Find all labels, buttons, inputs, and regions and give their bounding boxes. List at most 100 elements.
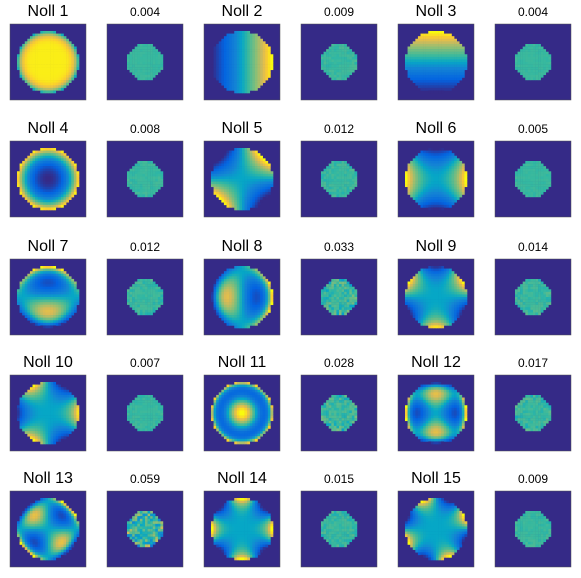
pixel xyxy=(336,67,340,70)
pixel xyxy=(525,184,529,187)
pixel xyxy=(63,302,67,306)
pixel xyxy=(446,85,450,89)
pixel xyxy=(262,194,266,198)
pixel xyxy=(29,160,33,164)
pixel xyxy=(150,46,153,50)
pixel xyxy=(239,67,243,71)
pixel xyxy=(428,207,432,211)
pixel xyxy=(213,166,217,169)
pixel xyxy=(349,168,353,172)
pixel xyxy=(249,158,253,162)
pixel xyxy=(464,176,468,180)
pixel xyxy=(257,59,261,63)
pixel xyxy=(262,307,266,311)
pixel xyxy=(53,276,57,280)
pixel xyxy=(436,268,439,272)
pixel xyxy=(213,168,217,172)
pixel xyxy=(254,64,258,68)
pixel xyxy=(35,33,38,37)
pixel xyxy=(265,186,269,190)
pixel xyxy=(252,82,256,86)
pixel xyxy=(234,189,238,193)
pixel xyxy=(42,273,46,277)
pixel xyxy=(134,284,138,287)
pixel xyxy=(139,168,143,172)
pixel xyxy=(244,62,248,65)
pixel xyxy=(249,33,253,37)
pixel xyxy=(441,59,445,63)
pixel xyxy=(55,87,59,91)
pixel xyxy=(27,168,31,172)
pixel xyxy=(32,297,36,300)
pixel xyxy=(142,304,146,308)
pixel xyxy=(405,54,408,58)
pixel xyxy=(525,176,529,180)
pixel xyxy=(247,64,251,68)
pixel xyxy=(50,302,54,306)
pixel xyxy=(73,302,77,306)
pixel xyxy=(231,46,235,50)
pixel xyxy=(229,307,232,311)
pixel xyxy=(260,179,263,182)
pixel xyxy=(45,85,49,89)
pixel xyxy=(436,43,439,47)
pixel xyxy=(66,312,69,316)
pixel xyxy=(339,171,342,175)
pixel xyxy=(441,74,445,78)
pixel xyxy=(260,194,263,198)
pixel xyxy=(19,171,23,175)
pixel xyxy=(32,273,36,277)
pixel xyxy=(76,171,80,175)
pixel xyxy=(239,273,243,277)
pixel xyxy=(242,82,245,86)
pixel xyxy=(341,46,345,50)
pixel xyxy=(142,294,146,298)
pixel xyxy=(68,276,72,280)
pixel xyxy=(459,51,463,55)
pixel xyxy=(326,166,329,169)
pixel xyxy=(267,291,271,295)
pixel xyxy=(147,302,151,305)
pixel xyxy=(249,179,253,182)
pixel xyxy=(247,163,251,167)
pixel xyxy=(53,31,57,34)
pixel xyxy=(147,69,151,73)
pixel xyxy=(267,62,271,65)
pixel xyxy=(461,54,465,58)
pixel xyxy=(218,43,222,47)
pixel xyxy=(270,56,274,60)
pixel xyxy=(410,171,414,175)
pixel xyxy=(234,291,238,295)
pixel xyxy=(42,85,46,89)
pixel xyxy=(48,80,51,83)
pixel xyxy=(443,33,447,37)
pixel xyxy=(76,176,80,180)
panel-title: Noll 6 xyxy=(416,120,457,137)
pixel xyxy=(417,153,421,157)
pixel xyxy=(423,194,426,198)
pixel xyxy=(37,304,41,308)
pixel xyxy=(254,268,258,272)
pixel xyxy=(223,278,227,282)
pixel xyxy=(17,289,20,293)
pixel xyxy=(242,155,245,159)
pixel xyxy=(438,160,442,164)
pixel xyxy=(132,307,135,311)
pixel xyxy=(336,46,340,50)
pixel xyxy=(239,56,243,60)
pixel xyxy=(423,166,426,169)
pixel xyxy=(339,176,342,180)
pixel xyxy=(249,204,253,208)
pixel xyxy=(37,56,41,60)
pixel xyxy=(147,59,151,63)
pixel xyxy=(545,176,549,180)
pixel xyxy=(22,309,26,313)
pixel xyxy=(27,72,31,76)
pixel xyxy=(433,179,437,182)
pixel xyxy=(415,72,419,76)
pixel xyxy=(236,294,240,298)
pixel xyxy=(326,304,329,308)
pixel xyxy=(428,160,432,164)
pixel xyxy=(45,317,49,321)
pixel xyxy=(137,67,141,70)
